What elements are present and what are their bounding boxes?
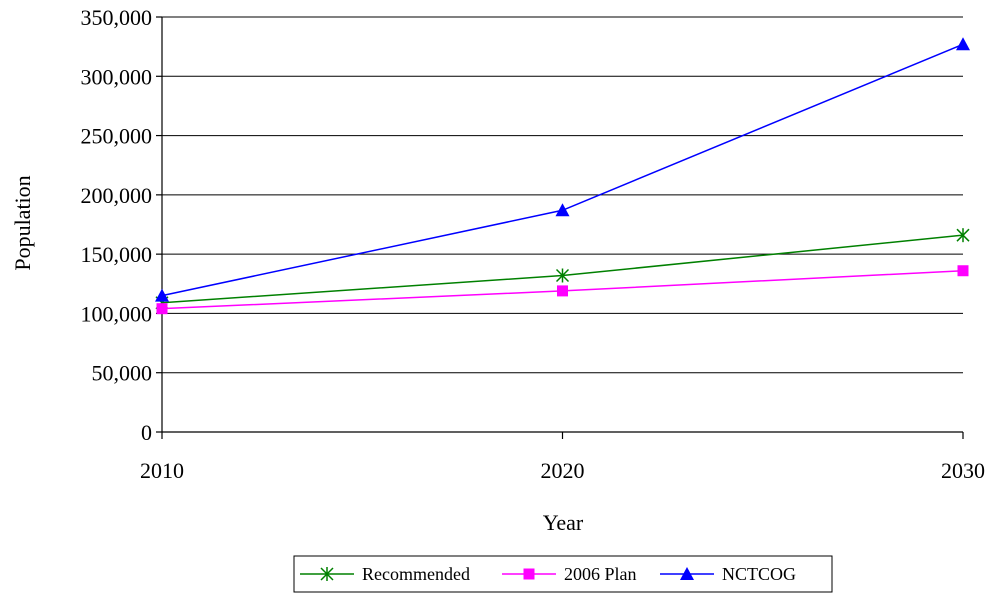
legend-marker-nctcog: [680, 567, 694, 580]
data-series: [155, 37, 970, 315]
data-point-nctcog: [956, 37, 970, 51]
data-point-nctcog: [555, 203, 570, 217]
y-axis-ticks: 0 50,000 100,000 150,000 200,000 250,000 300,0…: [81, 5, 162, 445]
data-point-nctcog: [155, 288, 169, 302]
data-point-2006-plan: [557, 285, 568, 297]
legend-marker-2006-plan: [523, 568, 535, 580]
y-tick-label: 300,000: [81, 64, 153, 89]
x-tick-label: 2010: [140, 458, 184, 483]
legend-label-nctcog: NCTCOG: [722, 564, 796, 584]
data-point-2006-plan: [156, 303, 168, 315]
x-axis-ticks: 2010 2020 2030: [140, 432, 985, 483]
legend-box: [293, 555, 833, 593]
axes: [161, 17, 963, 433]
x-tick-label: 2030: [941, 458, 985, 483]
y-tick-label: 200,000: [81, 183, 153, 208]
y-tick-label: 250,000: [81, 124, 153, 149]
data-point-recommended: [956, 228, 970, 243]
x-axis-title: Year: [543, 510, 584, 535]
y-tick-label: 350,000: [81, 5, 153, 30]
legend-label-recommended: Recommended: [362, 564, 470, 584]
y-tick-label: 100,000: [81, 301, 153, 326]
x-tick-label: 2020: [541, 458, 585, 483]
y-tick-label: 50,000: [92, 361, 153, 386]
series-line-nctcog: [161, 43, 964, 297]
gridlines: [162, 16, 963, 374]
legend-marker-recommended: [320, 567, 334, 581]
legend: Recommended 2006 Plan NCTCOG: [293, 555, 833, 593]
data-point-recommended: [555, 268, 570, 283]
y-axis-title: Population: [10, 175, 35, 270]
y-tick-label: 0: [141, 420, 152, 445]
data-point-2006-plan: [957, 265, 969, 277]
y-tick-label: 150,000: [81, 242, 153, 267]
legend-label-2006-plan: 2006 Plan: [564, 564, 637, 584]
